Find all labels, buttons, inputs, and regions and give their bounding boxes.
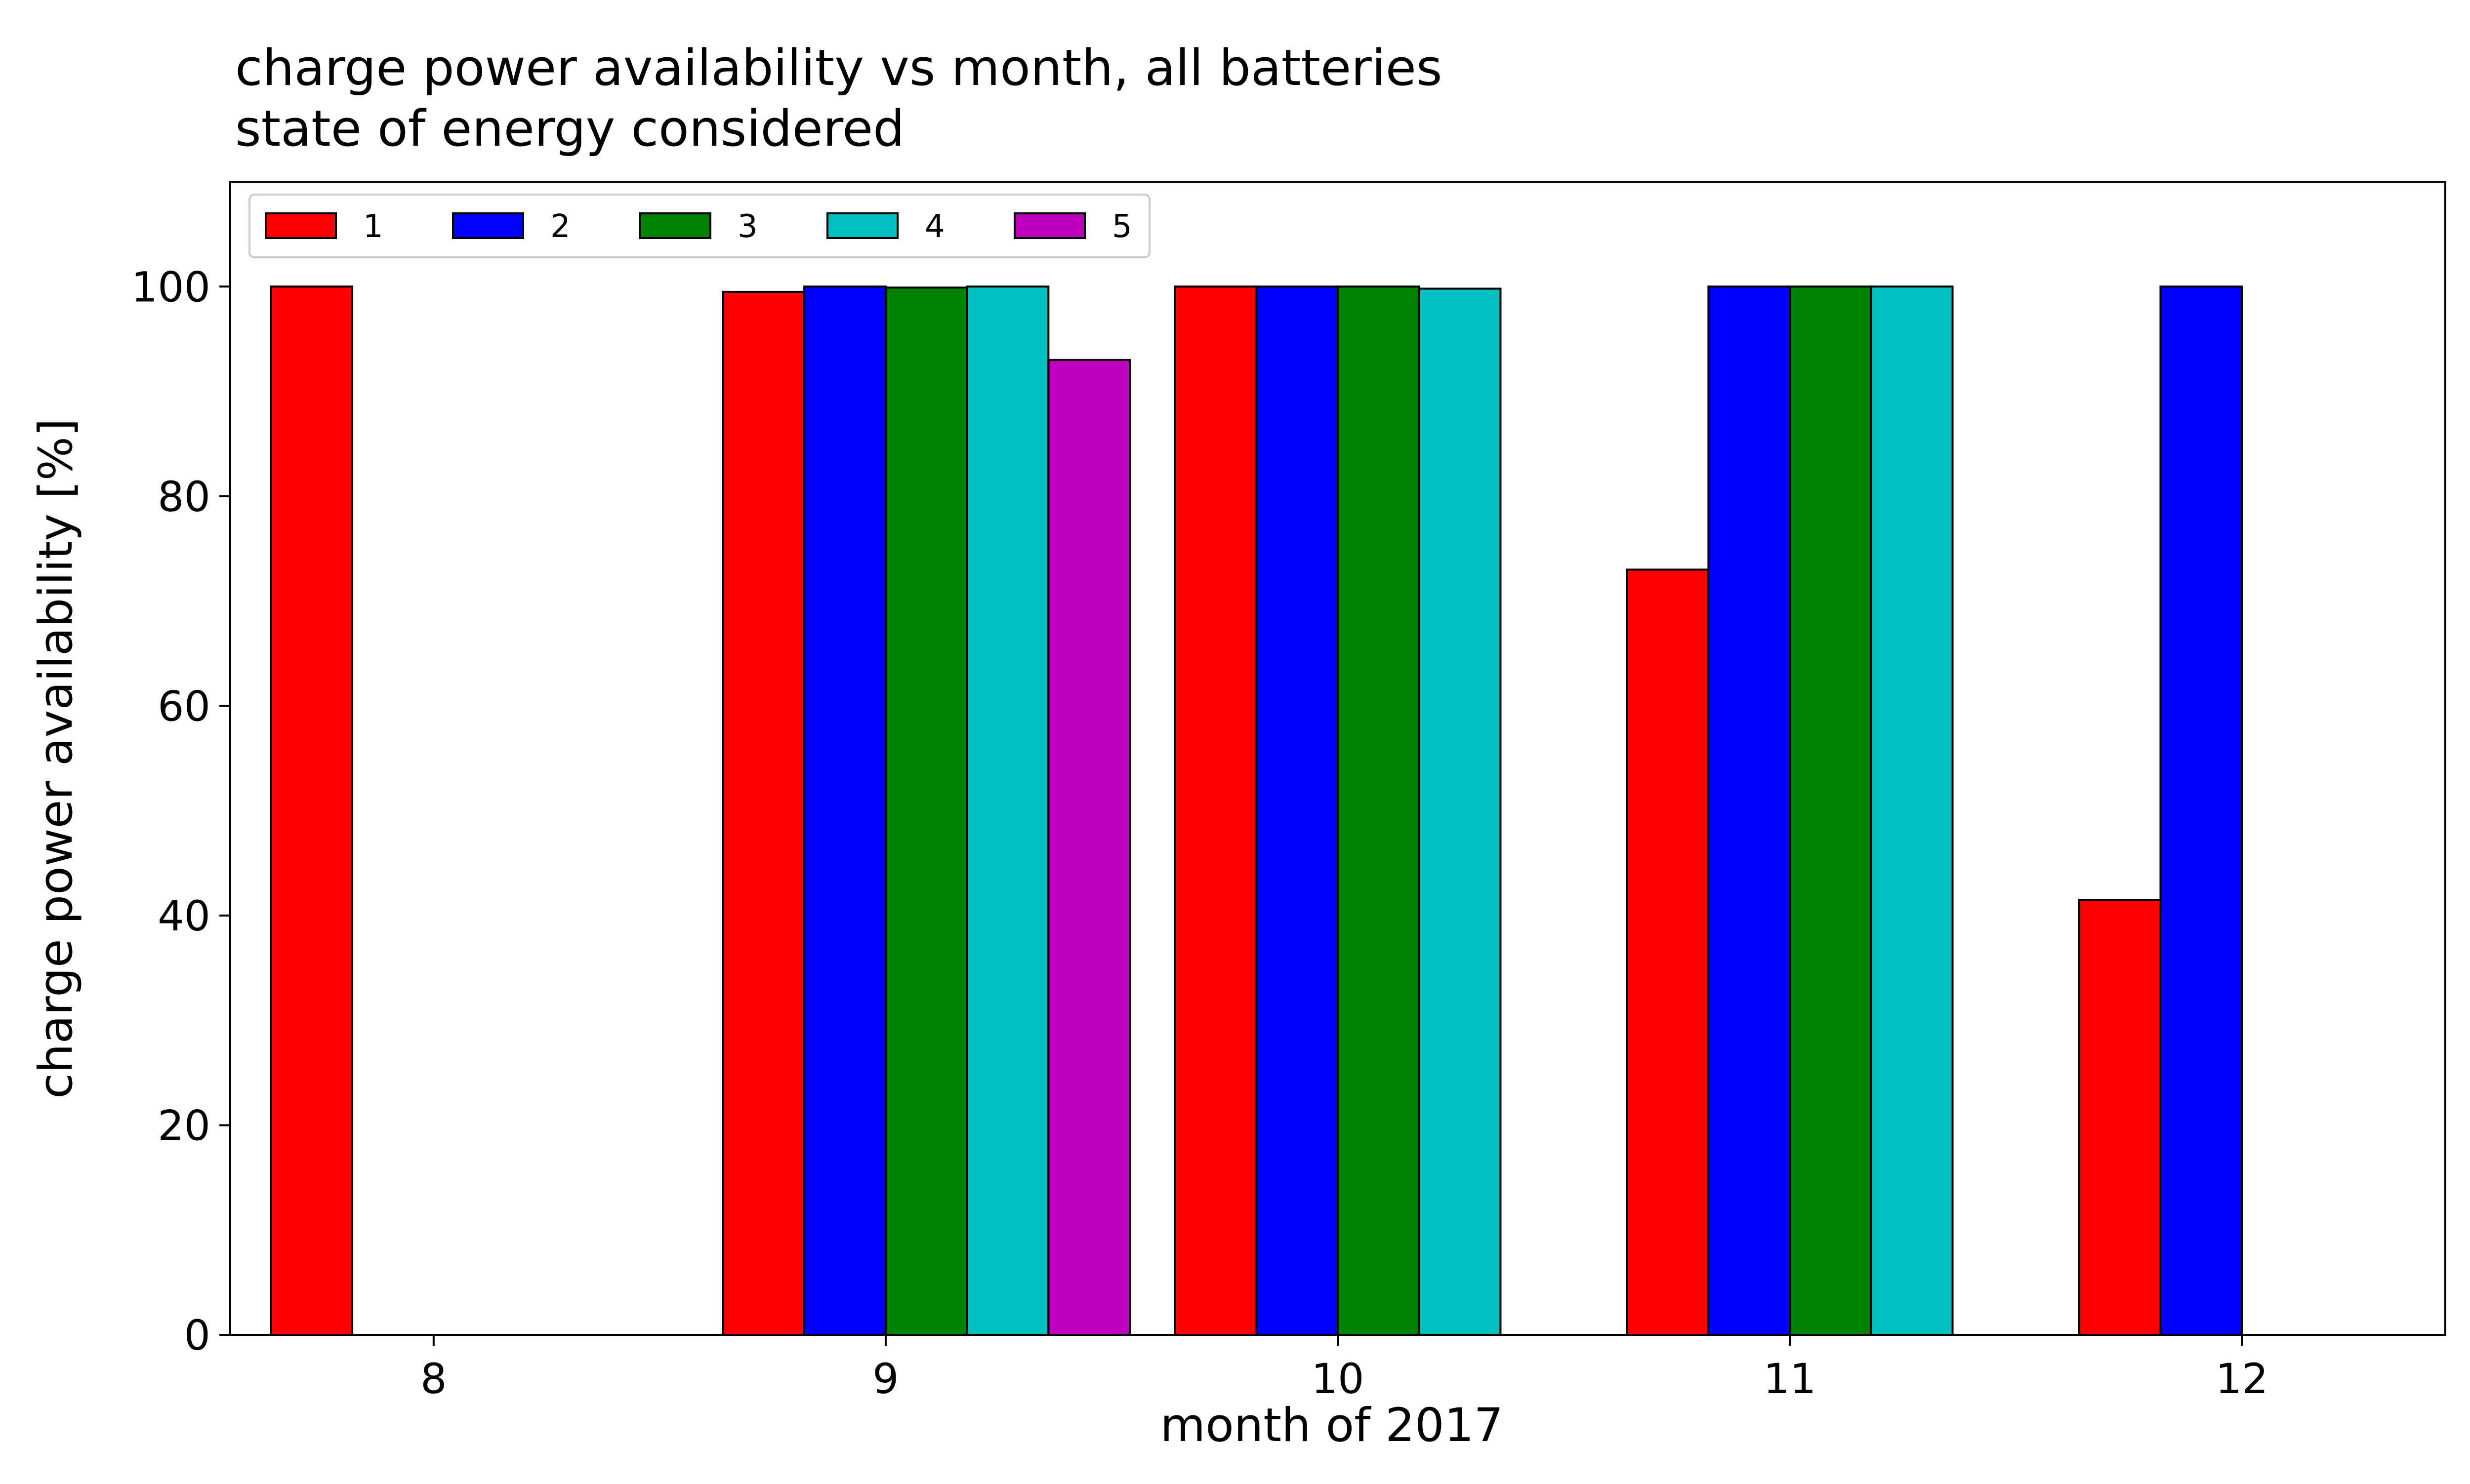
bar-series-2-month-12 xyxy=(2159,285,2243,1336)
x-tick-label: 8 xyxy=(420,1355,447,1403)
bar-series-1-month-9 xyxy=(722,290,806,1336)
legend-label-1: 1 xyxy=(363,208,383,245)
legend-swatch-1 xyxy=(265,212,337,239)
y-tick-label: 20 xyxy=(158,1101,210,1150)
bar-series-3-month-9 xyxy=(884,286,968,1336)
legend: 1 2 3 4 5 xyxy=(248,194,1151,258)
bar-series-1-month-12 xyxy=(2078,899,2162,1336)
y-axis-label: charge power availability [%] xyxy=(29,418,83,1098)
legend-swatch-3 xyxy=(639,212,711,239)
chart-title-line-1: charge power availability vs month, all … xyxy=(235,39,1442,97)
legend-label-2: 2 xyxy=(550,208,571,245)
x-axis: 8 9 10 11 12 xyxy=(420,1335,2268,1403)
legend-swatch-2 xyxy=(452,212,524,239)
x-tick-label: 9 xyxy=(872,1355,899,1403)
bar-series-1-month-8 xyxy=(270,285,354,1336)
bar-series-5-month-9 xyxy=(1047,359,1131,1336)
x-tick-label: 10 xyxy=(1312,1355,1364,1403)
y-tick-label: 60 xyxy=(158,682,210,730)
bars-group xyxy=(270,285,2243,1336)
y-tick-label: 100 xyxy=(131,263,210,311)
y-tick-label: 80 xyxy=(158,473,210,521)
x-axis-label: month of 2017 xyxy=(1160,1399,1504,1452)
y-axis: 0 20 40 60 80 100 xyxy=(131,263,230,1360)
bar-series-3-month-11 xyxy=(1789,285,1872,1336)
y-tick-label: 40 xyxy=(158,892,210,940)
legend-swatch-4 xyxy=(826,212,899,239)
bar-series-2-month-10 xyxy=(1255,285,1339,1336)
legend-swatch-5 xyxy=(1014,212,1086,239)
bar-series-3-month-10 xyxy=(1337,285,1420,1336)
x-tick-label: 12 xyxy=(2216,1355,2268,1403)
legend-label-5: 5 xyxy=(1112,208,1132,245)
chart-title-line-2: state of energy considered xyxy=(235,99,905,158)
bar-series-1-month-11 xyxy=(1626,568,1710,1336)
bar-series-2-month-11 xyxy=(1707,285,1791,1336)
bar-series-4-month-9 xyxy=(966,285,1050,1336)
y-tick-label: 0 xyxy=(184,1311,210,1360)
bar-series-4-month-11 xyxy=(1870,285,1954,1336)
legend-label-4: 4 xyxy=(925,208,945,245)
bar-series-1-month-10 xyxy=(1174,285,1258,1336)
bar-series-4-month-10 xyxy=(1418,287,1502,1336)
bar-series-2-month-9 xyxy=(803,285,887,1336)
x-tick-label: 11 xyxy=(1764,1355,1816,1403)
legend-label-3: 3 xyxy=(738,208,758,245)
